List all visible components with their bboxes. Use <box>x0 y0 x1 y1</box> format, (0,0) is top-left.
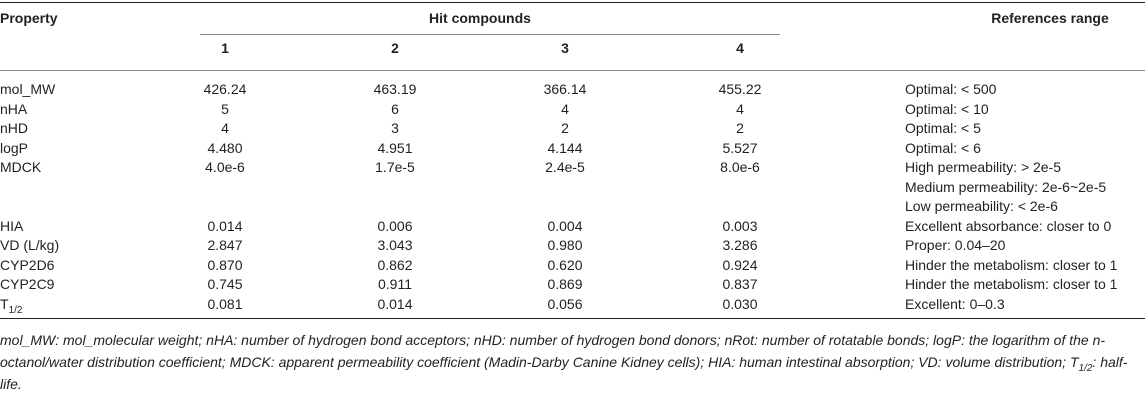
header-compound: 2 <box>391 40 399 56</box>
row-value: 3.286 <box>722 237 758 253</box>
row-value: 3.043 <box>377 237 413 253</box>
row-value: 2 <box>736 120 744 136</box>
row-value: 2.847 <box>207 237 243 253</box>
row-value: 4.480 <box>207 139 243 156</box>
row-reference: Medium permeability: 2e-6~2e-5 <box>905 178 1107 195</box>
row-reference: Optimal: < 500 <box>905 81 997 97</box>
row-reference: Optimal: < 5 <box>905 120 981 136</box>
row-value: 0.006 <box>377 217 413 234</box>
row-value: 4.144 <box>547 139 583 156</box>
row-reference: Optimal: < 6 <box>905 139 981 156</box>
row-value: 0.056 <box>547 295 583 312</box>
row-property: VD (L/kg) <box>0 237 60 253</box>
header-group: Hit compounds <box>429 10 531 26</box>
row-reference: High permeability: > 2e-5 <box>905 159 1062 175</box>
row-value: 2.4e-5 <box>545 159 585 175</box>
row-property: nHA <box>0 100 28 117</box>
footnote-symbol: T <box>1069 354 1079 370</box>
row-reference: Excellent: 0–0.3 <box>905 295 1005 312</box>
row-property: T1/2 <box>0 295 23 316</box>
row-value: 0.862 <box>377 256 413 273</box>
row-reference: Optimal: < 10 <box>905 100 989 117</box>
row-property: nHD <box>0 120 29 136</box>
row-value: 0.837 <box>722 276 758 292</box>
footnote-text: mol_MW: mol_molecular weight; nHA: numbe… <box>0 332 1106 370</box>
footnote-text-end: : half-life. <box>0 354 1128 392</box>
top-rule <box>0 2 1145 3</box>
row-value: 6 <box>391 100 399 117</box>
row-value: 463.19 <box>373 81 417 97</box>
row-value: 4 <box>736 100 744 117</box>
row-value: 426.24 <box>203 81 247 97</box>
row-value: 0.004 <box>547 217 583 234</box>
row-property: CYP2D6 <box>0 256 55 273</box>
row-value: 4 <box>561 100 569 117</box>
row-reference: Low permeability: < 2e-6 <box>905 198 1058 214</box>
row-value: 2 <box>561 120 569 136</box>
row-value: 4.951 <box>377 139 413 156</box>
row-value: 0.869 <box>547 276 583 292</box>
row-value: 0.081 <box>207 295 243 312</box>
row-value: 4 <box>221 120 229 136</box>
row-reference: Excellent absorbance: closer to 0 <box>905 217 1112 234</box>
row-value: 0.030 <box>722 295 758 312</box>
row-value: 0.911 <box>378 276 412 292</box>
row-value: 5.527 <box>722 139 758 156</box>
header-compound: 4 <box>736 40 744 56</box>
row-value: 0.870 <box>207 256 243 273</box>
row-value: 0.980 <box>547 237 583 253</box>
row-value: 8.0e-6 <box>720 159 760 175</box>
header-compound: 1 <box>221 40 229 56</box>
row-reference: Proper: 0.04–20 <box>905 237 1006 253</box>
footnote-subscript: 1/2 <box>1078 362 1093 374</box>
row-value: 5 <box>221 100 229 117</box>
row-property: MDCK <box>0 159 42 175</box>
row-value: 0.014 <box>377 295 413 312</box>
row-property: mol_MW <box>0 81 56 97</box>
row-reference: Hinder the metabolism: closer to 1 <box>905 276 1118 292</box>
row-value: 455.22 <box>718 81 762 97</box>
row-value: 0.620 <box>547 256 583 273</box>
row-value: 1.7e-5 <box>375 159 415 175</box>
row-value: 0.014 <box>207 217 243 234</box>
row-property: logP <box>0 139 29 156</box>
row-property: HIA <box>0 217 24 234</box>
group-rule <box>200 34 780 35</box>
header-rule <box>0 70 1145 71</box>
property-subscript: 1/2 <box>8 304 23 316</box>
bottom-rule <box>0 318 1145 319</box>
header-reference: References range <box>991 10 1109 26</box>
row-value: 0.745 <box>207 276 243 292</box>
header-property: Property <box>0 10 58 26</box>
row-value: 0.003 <box>722 217 758 234</box>
property-symbol: T <box>0 295 9 312</box>
row-property: CYP2C9 <box>0 276 55 292</box>
row-value: 3 <box>391 120 399 136</box>
row-reference: Hinder the metabolism: closer to 1 <box>905 256 1118 273</box>
footnote: mol_MW: mol_molecular weight; nHA: numbe… <box>0 329 1142 395</box>
row-value: 366.14 <box>543 81 587 97</box>
row-value: 0.924 <box>722 256 758 273</box>
header-compound: 3 <box>561 40 569 56</box>
row-value: 4.0e-6 <box>205 159 245 175</box>
